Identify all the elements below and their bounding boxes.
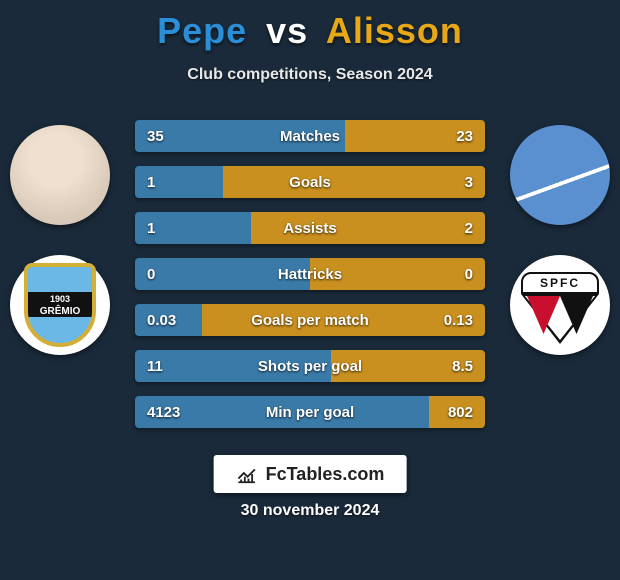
stat-value-right: 3 [465,174,473,191]
stat-row: 1Goals3 [135,166,485,198]
stat-label: Min per goal [135,404,485,421]
date-text: 30 november 2024 [0,502,620,520]
player2-avatar [510,125,610,225]
title-vs: vs [266,10,308,51]
left-column: 1903 GRÊMIO [10,125,110,355]
player1-club-name: GRÊMIO [40,306,81,317]
stat-value-right: 0 [465,266,473,283]
stat-label: Goals [135,174,485,191]
player1-club-year: 1903 [50,294,70,304]
title-player2: Alisson [326,10,463,51]
stat-row: 11Shots per goal8.5 [135,350,485,382]
stat-row: 0.03Goals per match0.13 [135,304,485,336]
stat-label: Goals per match [135,312,485,329]
brand-text: FcTables.com [266,464,385,485]
stat-value-right: 2 [465,220,473,237]
player2-club-name: SPFC [521,272,599,294]
stat-row: 4123Min per goal802 [135,396,485,428]
stat-label: Matches [135,128,485,145]
stats-table: 35Matches23 1Goals3 1Assists2 0Hattricks0 0.… [135,120,485,428]
player1-avatar [10,125,110,225]
brand-badge[interactable]: FcTables.com [214,455,407,493]
stat-row: 35Matches23 [135,120,485,152]
stat-label: Shots per goal [135,358,485,375]
stat-value-right: 0.13 [444,312,473,329]
stat-row: 1Assists2 [135,212,485,244]
stat-row: 0Hattricks0 [135,258,485,290]
stat-value-right: 8.5 [452,358,473,375]
player1-club-badge: 1903 GRÊMIO [10,255,110,355]
comparison-title: Pepe vs Alisson [0,0,620,52]
stat-value-right: 802 [448,404,473,421]
player2-club-badge: SPFC [510,255,610,355]
stat-value-right: 23 [456,128,473,145]
stat-label: Hattricks [135,266,485,283]
right-column: SPFC [510,125,610,355]
chart-icon [236,463,258,485]
subtitle: Club competitions, Season 2024 [0,66,620,84]
stat-label: Assists [135,220,485,237]
title-player1: Pepe [157,10,247,51]
